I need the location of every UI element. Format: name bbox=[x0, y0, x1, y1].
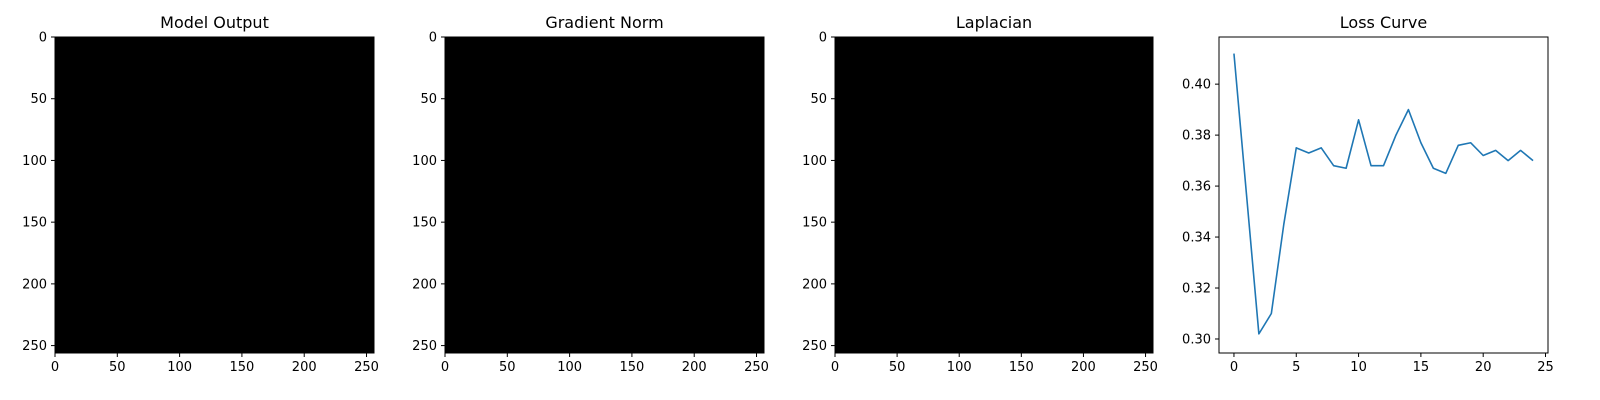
series-line-0 bbox=[1233, 53, 1534, 335]
panel-loss-curve: Loss Curve 0 5 10 15 20 25 0.30 0.32 0.34 0.36 0.38… bbox=[1182, 13, 1554, 375]
x-tick-label: 0 bbox=[1230, 360, 1238, 375]
x-tick-label: 100 bbox=[947, 360, 972, 375]
y-tick-label: 0 bbox=[819, 31, 827, 46]
x-tick-label: 50 bbox=[109, 360, 126, 375]
x-tick-label: 100 bbox=[167, 360, 192, 375]
x-tick-label: 150 bbox=[230, 360, 255, 375]
y-tick-label: 0.34 bbox=[1182, 231, 1211, 246]
y-tick-label: 0.32 bbox=[1182, 282, 1211, 297]
x-tick-label: 10 bbox=[1350, 360, 1367, 375]
axes-frame bbox=[444, 36, 765, 354]
y-tick-label: 0 bbox=[429, 31, 437, 46]
y-tick-label: 0 bbox=[39, 31, 47, 46]
y-tick-label: 150 bbox=[412, 216, 437, 231]
axes-frame bbox=[834, 36, 1154, 354]
y-tick-label: 100 bbox=[22, 154, 47, 169]
x-tick-label: 200 bbox=[292, 360, 317, 375]
x-tick-label: 150 bbox=[620, 360, 645, 375]
x-tick-label: 250 bbox=[1133, 360, 1158, 375]
y-tick-label: 150 bbox=[802, 216, 827, 231]
chart-title: Loss Curve bbox=[1340, 13, 1427, 32]
chart-title: Laplacian bbox=[956, 13, 1032, 32]
x-tick-label: 20 bbox=[1475, 360, 1492, 375]
image-area bbox=[445, 37, 764, 353]
y-tick-label: 50 bbox=[810, 92, 827, 107]
x-tick-label: 15 bbox=[1413, 360, 1430, 375]
x-tick-label: 200 bbox=[1071, 360, 1096, 375]
y-tick-label: 250 bbox=[22, 339, 47, 354]
y-tick-label: 250 bbox=[802, 339, 827, 354]
y-tick-label: 200 bbox=[22, 277, 47, 292]
y-tick-label: 0.30 bbox=[1182, 332, 1211, 347]
x-tick-label: 0 bbox=[51, 360, 59, 375]
chart-title: Model Output bbox=[160, 13, 269, 32]
axes-frame bbox=[54, 36, 375, 354]
x-tick-label: 250 bbox=[744, 360, 769, 375]
x-tick-label: 25 bbox=[1537, 360, 1554, 375]
panel-gradient-norm: Gradient Norm 0 50 100 150 200 250 0 50 100 150 200… bbox=[412, 13, 769, 375]
x-tick-label: 0 bbox=[831, 360, 839, 375]
y-tick-label: 0.40 bbox=[1182, 78, 1211, 93]
x-tick-label: 50 bbox=[499, 360, 516, 375]
y-tick-label: 250 bbox=[412, 339, 437, 354]
axes-frame bbox=[1218, 36, 1549, 354]
y-tick-label: 150 bbox=[22, 216, 47, 231]
image-area bbox=[55, 37, 374, 353]
x-tick-label: 5 bbox=[1292, 360, 1300, 375]
chart-title: Gradient Norm bbox=[545, 13, 663, 32]
y-tick-label: 100 bbox=[802, 154, 827, 169]
x-tick-label: 0 bbox=[441, 360, 449, 375]
y-tick-label: 50 bbox=[30, 92, 47, 107]
image-area bbox=[835, 37, 1153, 353]
y-tick-label: 200 bbox=[412, 277, 437, 292]
y-tick-label: 50 bbox=[420, 92, 437, 107]
x-tick-label: 50 bbox=[889, 360, 906, 375]
panel-laplacian: Laplacian 0 50 100 150 200 250 0 50 100 150 200 250 bbox=[802, 13, 1158, 375]
x-tick-label: 250 bbox=[354, 360, 379, 375]
y-tick-label: 0.36 bbox=[1182, 180, 1211, 195]
y-tick-label: 100 bbox=[412, 154, 437, 169]
y-tick-label: 0.38 bbox=[1182, 129, 1211, 144]
x-tick-label: 150 bbox=[1009, 360, 1034, 375]
y-tick-label: 200 bbox=[802, 277, 827, 292]
x-tick-label: 200 bbox=[682, 360, 707, 375]
x-tick-label: 100 bbox=[557, 360, 582, 375]
panel-model-output: Model Output 0 50 100 150 200 250 0 50 100 150 200 2… bbox=[22, 13, 379, 375]
